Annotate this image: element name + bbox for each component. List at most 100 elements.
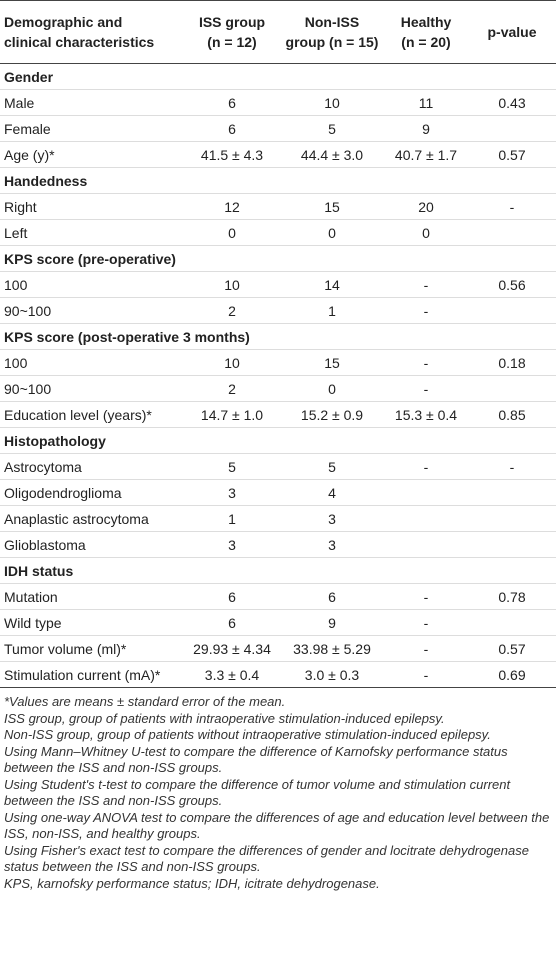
cell: 0.85 [468, 401, 556, 428]
table-wrap: Demographic and clinical characteristics I… [0, 0, 556, 891]
cell: - [384, 453, 468, 480]
section-label: Gender [0, 63, 556, 90]
cell: 5 [280, 453, 384, 480]
empty-cell [384, 531, 468, 558]
header-text: Demographic and [4, 14, 123, 30]
section-row: KPS score (pre-operative) [0, 245, 556, 272]
empty-cell [468, 479, 556, 506]
footnote: Using Student's t-test to compare the di… [4, 776, 511, 809]
cell: 90~100 [0, 297, 184, 324]
empty-cell [384, 505, 468, 532]
cell: 2 [184, 375, 280, 402]
cell: - [384, 375, 468, 402]
header-cell: Healthy (n = 20) [384, 0, 468, 64]
header-text: (n = 12) [207, 34, 257, 50]
empty-cell [468, 115, 556, 142]
cell: Male [0, 89, 184, 116]
cell: 10 [280, 89, 384, 116]
cell: 10 [184, 349, 280, 376]
data-row: 100 10 14-0.56 [0, 271, 556, 298]
data-row: Glioblastoma 3 3 [0, 531, 556, 558]
cell: 6 [184, 115, 280, 142]
cell: - [384, 609, 468, 636]
cell: 0.57 [468, 141, 556, 168]
cell: 3 [184, 531, 280, 558]
cell: 15.2 ± 0.9 [280, 401, 384, 428]
cell: 0 [384, 219, 468, 246]
cell: 4 [280, 479, 384, 506]
cell: 2 [184, 297, 280, 324]
header-row: Demographic and clinical characteristics I… [0, 0, 556, 64]
cell: 6 [184, 583, 280, 610]
cell: Education level (years)* [0, 401, 184, 428]
cell: 0 [280, 219, 384, 246]
cell: 41.5 ± 4.3 [184, 141, 280, 168]
cell: Mutation [0, 583, 184, 610]
cell: 9 [384, 115, 468, 142]
section-row: IDH status [0, 557, 556, 584]
cell: 29.93 ± 4.34 [184, 635, 280, 662]
header-text: Non-ISS [304, 14, 360, 30]
cell: Tumor volume (ml)* [0, 635, 184, 662]
footnote: Using one-way ANOVA test to compare the … [4, 809, 550, 842]
cell: 3 [280, 505, 384, 532]
header-text: (n = 20) [401, 34, 451, 50]
header-text: p-value [487, 24, 537, 40]
table: Demographic and clinical characteristics I… [0, 0, 556, 688]
cell: 0.78 [468, 583, 556, 610]
cell: 12 [184, 193, 280, 220]
cell: 20 [384, 193, 468, 220]
cell: Oligodendroglioma [0, 479, 184, 506]
footnote: ISS group, group of patients with intrao… [4, 710, 445, 726]
cell: 0.56 [468, 271, 556, 298]
section-label: Histopathology [0, 427, 556, 454]
cell: 0.57 [468, 635, 556, 662]
cell: 1 [184, 505, 280, 532]
cell: - [384, 297, 468, 324]
cell: 5 [280, 115, 384, 142]
cell: 3 [280, 531, 384, 558]
data-row: 90~100 2 1- [0, 297, 556, 324]
empty-cell [468, 609, 556, 636]
cell: 3 [184, 479, 280, 506]
footnote: Non-ISS group, group of patients without… [4, 727, 491, 742]
cell: 33.98 ± 5.29 [280, 635, 384, 662]
header-cell: Demographic and clinical characteristics [0, 0, 184, 64]
cell: - [384, 271, 468, 298]
data-row: Anaplastic astrocytoma 1 3 [0, 505, 556, 532]
cell: 6 [280, 583, 384, 610]
data-row: 100 10 15-0.18 [0, 349, 556, 376]
empty-cell [468, 297, 556, 324]
cell: 90~100 [0, 375, 184, 402]
footnote: Using Mann–Whitney U-test to compare the… [4, 743, 508, 776]
cell: 1 [280, 297, 384, 324]
cell: 14.7 ± 1.0 [184, 401, 280, 428]
header-text: clinical characteristics [4, 34, 155, 50]
cell: 9 [280, 609, 384, 636]
data-row: Male 6 10 11 0.43 [0, 89, 556, 116]
cell: Wild type [0, 609, 184, 636]
cell: 100 [0, 271, 184, 298]
section-label: KPS score (post-operative 3 months) [0, 323, 556, 350]
section-label: IDH status [0, 557, 556, 584]
header-cell: ISS group (n = 12) [184, 0, 280, 64]
data-row: Stimulation current (mA)* 3.3 ± 0.4 3.0 ± … [0, 661, 556, 688]
data-row: Age (y)* 41.5 ± 4.3 44.4 ± 3.0 40.7 ± 1.7 0.… [0, 141, 556, 168]
section-row: KPS score (post-operative 3 months) [0, 323, 556, 350]
cell: Right [0, 193, 184, 220]
section-row: Handedness [0, 167, 556, 194]
data-row: Female 6 5 9 [0, 115, 556, 142]
empty-cell [468, 375, 556, 402]
data-row: 90~100 2 0- [0, 375, 556, 402]
cell: 14 [280, 271, 384, 298]
cell: 3.3 ± 0.4 [184, 661, 280, 688]
cell: - [468, 453, 556, 480]
section-row: Histopathology [0, 427, 556, 454]
cell: 15 [280, 193, 384, 220]
data-row: Education level (years)* 14.7 ± 1.0 15.2 ±… [0, 401, 556, 428]
cell: 10 [184, 271, 280, 298]
cell: 5 [184, 453, 280, 480]
footnote: KPS, karnofsky performance status; IDH, … [4, 875, 380, 891]
cell: Left [0, 219, 184, 246]
